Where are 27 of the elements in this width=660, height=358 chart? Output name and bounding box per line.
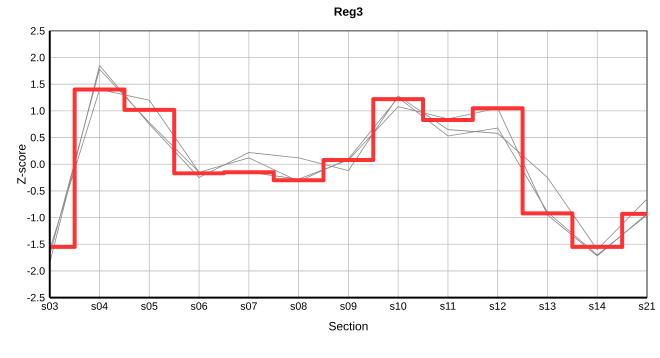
x-tick-label: s09: [340, 302, 356, 310]
x-tick-label: s13: [539, 302, 556, 310]
x-tick-label: s04: [91, 302, 108, 310]
x-tick-label: s11: [440, 302, 456, 310]
x-tick-label: s08: [290, 302, 307, 310]
x-tick-label: s05: [141, 302, 158, 310]
x-tick-label: s10: [390, 302, 406, 310]
y-tick-label: 0.5: [30, 134, 45, 142]
x-tick-label: s07: [240, 302, 257, 310]
y-axis-title: Z-score: [17, 144, 26, 184]
x-tick-label: s03: [42, 302, 58, 310]
y-tick-label: -1.0: [27, 214, 45, 222]
y-tick-label: -2.0: [27, 267, 45, 275]
y-tick-label: -2.5: [27, 294, 45, 302]
y-tick-label: 1.0: [31, 106, 45, 114]
y-tick-label: 2.0: [30, 54, 45, 62]
y-tick-label: 0.0: [30, 160, 45, 168]
y-tick-label: 2.5: [30, 26, 45, 34]
y-tick-label: -0.5: [27, 186, 45, 195]
x-tick-label: s06: [190, 302, 208, 310]
chart-title: Reg3: [334, 7, 363, 18]
y-tick-label: -1.5: [27, 240, 45, 248]
y-tick-label: 1.5: [31, 80, 45, 88]
x-tick-label: s21: [638, 302, 656, 310]
x-tick-label: s12: [489, 302, 506, 310]
x-axis-title: Section: [329, 321, 368, 330]
x-tick-label: s14: [588, 302, 606, 310]
